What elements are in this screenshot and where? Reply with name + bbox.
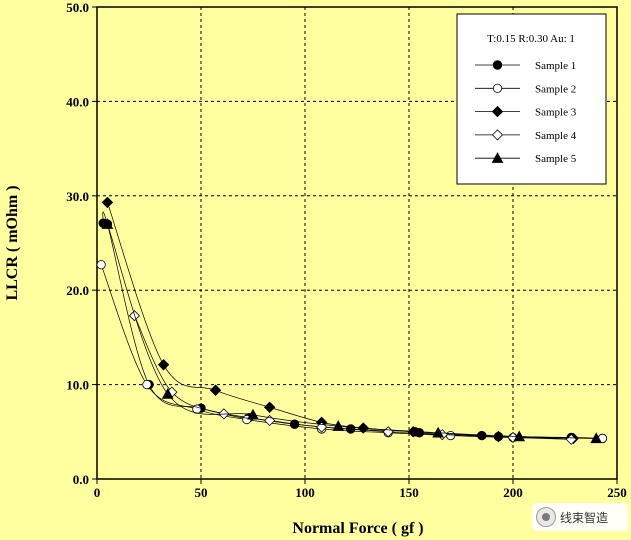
series-line [100,264,603,439]
data-point [263,401,276,413]
series-line [107,224,597,439]
data-point [513,430,526,442]
legend-marker [492,60,503,70]
legend-label: Sample 4 [535,130,577,142]
legend-title: T:0.15 R:0.30 Au: 1 [487,33,575,45]
legend-marker [491,105,504,118]
x-tick-label: 150 [399,485,419,500]
series-5 [101,218,603,444]
legend-entry: Sample 2 [475,83,576,95]
x-tick-label: 200 [503,485,523,500]
data-point [192,404,202,414]
x-tick-label: 250 [607,485,627,500]
series-line [134,315,572,440]
data-point [96,260,106,270]
legend-marker [491,152,504,163]
series-4 [128,310,577,445]
y-tick-label: 0.0 [73,472,89,487]
data-point [142,379,152,390]
data-point [332,420,345,431]
plot-frame [96,6,618,480]
x-axis-title: Normal Force ( gf ) [292,520,423,537]
watermark-text: 线束智造 [560,510,609,525]
y-axis-title: LLCR ( mOhm ) [4,185,21,300]
legend-entry: Sample 4 [475,129,577,142]
legend-label: Sample 1 [535,60,576,72]
x-tick-label: 100 [295,485,315,500]
legend-marker [491,129,504,141]
data-point [492,430,505,443]
legend-label: Sample 5 [535,153,577,165]
series-2 [96,260,608,444]
data-point [432,426,444,438]
x-tick-label: 0 [94,485,101,500]
y-tick-label: 50.0 [66,0,89,15]
wechat-logo-icon [536,507,556,527]
legend-entry: Sample 1 [475,60,576,72]
series-3 [101,196,580,445]
data-point [445,430,456,441]
data-point [161,387,174,399]
data-point [407,426,419,438]
x-tick-label: 50 [195,485,208,500]
y-tick-label: 10.0 [66,378,89,393]
legend-entries: Sample 1 Sample 2 Sample 3 Sample 4 Sample 5 [475,60,577,165]
data-point [101,218,114,229]
data-point [101,196,114,209]
legend-entry: Sample 5 [475,152,577,165]
data-point [247,408,259,420]
data-point [590,432,603,444]
data-point [157,359,170,371]
series-1 [98,211,608,444]
legend-label: Sample 3 [535,107,577,119]
legend-label: Sample 2 [535,83,576,95]
plot-area: 0 50 100 150 200 250 0.0 10.0 20.0 30.0 40.0 50.0 [66,0,627,500]
y-tick-label: 40.0 [66,94,89,109]
y-tick-label: 20.0 [66,283,89,298]
legend-box [456,13,607,185]
data-point [209,384,222,396]
y-tick-label: 30.0 [66,189,89,204]
watermark: 线束智造 [532,503,628,531]
series-line [107,202,574,439]
legend-marker [492,83,503,93]
legend-entry: Sample 3 [475,105,577,119]
